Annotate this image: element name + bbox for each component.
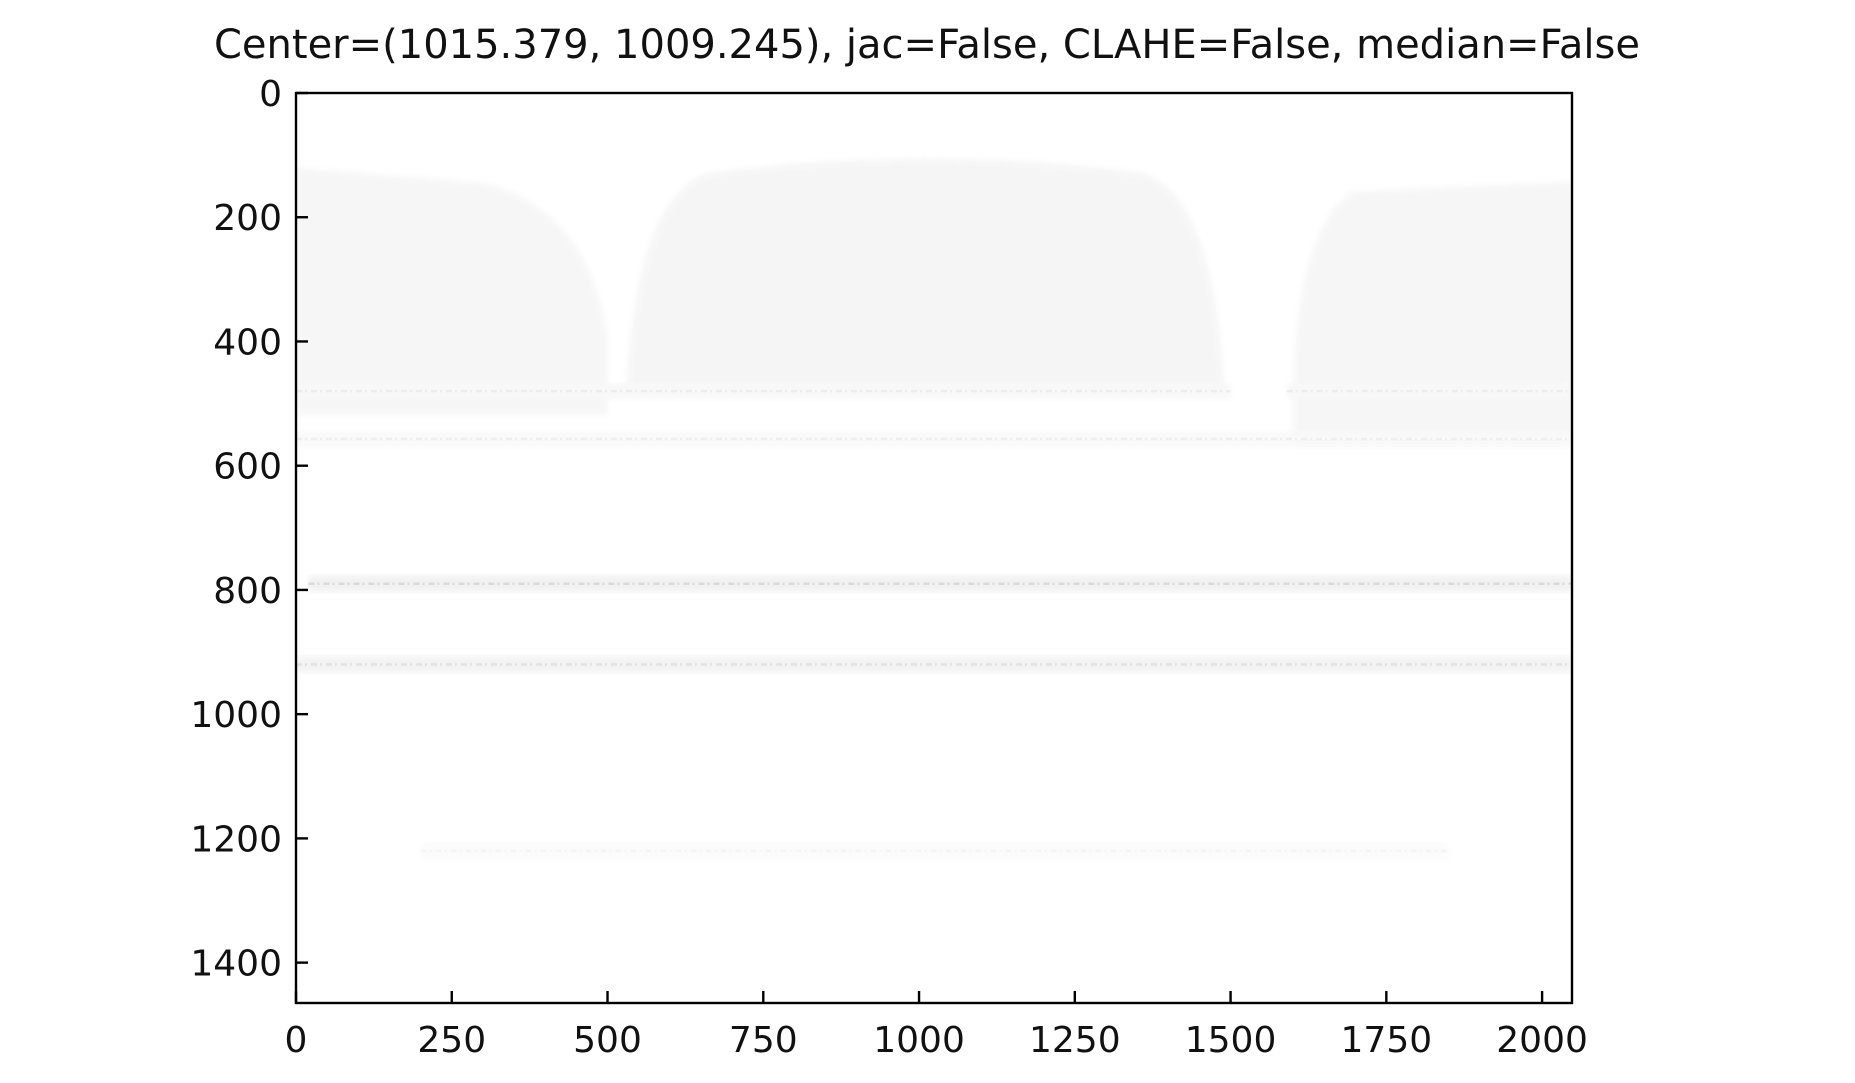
y-tick-label: 400 <box>213 322 282 363</box>
plot-frame <box>294 91 1574 1005</box>
image-streak-halo <box>296 656 1572 673</box>
y-tick-label: 1200 <box>190 819 282 860</box>
image-streak-halo <box>1286 383 1572 400</box>
y-tick-label: 0 <box>259 74 282 115</box>
y-tick-label: 1000 <box>190 695 282 736</box>
y-axis: 0 200 400 600 800 1000 1200 1400 <box>190 74 308 985</box>
y-tick-label: 800 <box>213 571 282 612</box>
x-axis: 0 250 500 750 1000 1250 1500 1750 2000 <box>285 991 1588 1061</box>
x-tick-label: 750 <box>729 1020 798 1061</box>
y-tick-label: 600 <box>213 447 282 488</box>
x-tick-label: 1750 <box>1341 1020 1433 1061</box>
image-streak-halo <box>296 430 1572 447</box>
x-tick-label: 250 <box>417 1020 486 1061</box>
image-region-blob <box>626 158 1225 392</box>
y-tick-label: 200 <box>213 198 282 239</box>
x-tick-label: 1500 <box>1185 1020 1277 1061</box>
image-region-blob <box>296 167 608 416</box>
x-tick-label: 500 <box>573 1020 642 1061</box>
x-tick-label: 1250 <box>1029 1020 1121 1061</box>
x-tick-label: 2000 <box>1496 1020 1588 1061</box>
chart-title: Center=(1015.379, 1009.245), jac=False, … <box>214 22 1640 68</box>
x-tick-label: 1000 <box>873 1020 965 1061</box>
image-region-blob <box>1292 181 1572 445</box>
y-tick-label: 1400 <box>190 944 282 985</box>
x-tick-label: 0 <box>285 1020 308 1061</box>
detector-image <box>296 93 1572 1003</box>
